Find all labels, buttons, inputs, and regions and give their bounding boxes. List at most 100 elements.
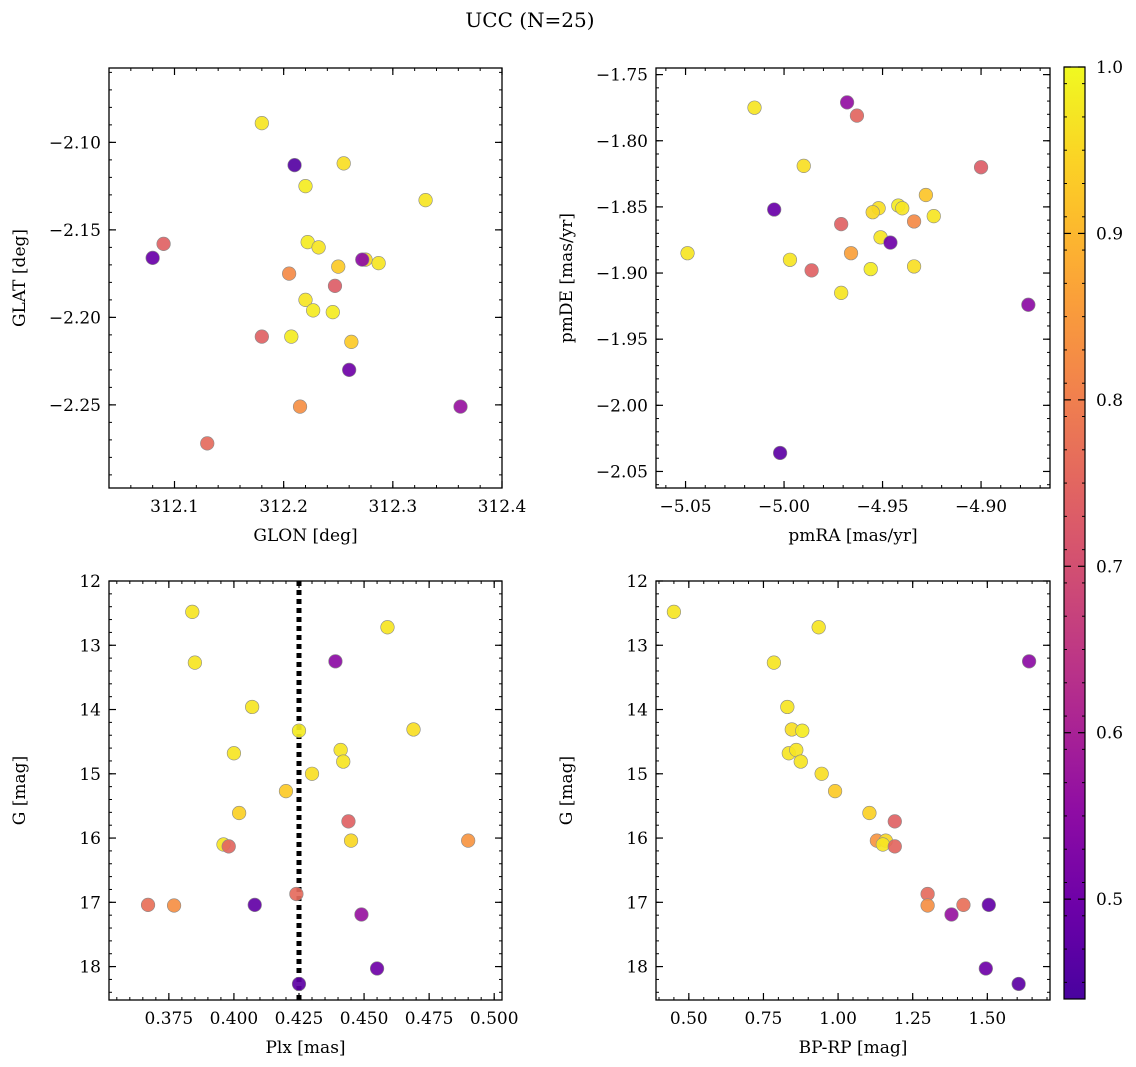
y-tick-label: 15 xyxy=(79,765,101,785)
y-tick-label: 17 xyxy=(626,893,648,913)
y-axis-label: G [mag] xyxy=(10,756,30,825)
data-point xyxy=(796,158,811,173)
colorbar-tick-label: 0.9 xyxy=(1096,224,1123,244)
y-tick-label: −2.25 xyxy=(49,396,101,416)
data-point xyxy=(369,961,385,976)
data-point xyxy=(849,108,865,123)
data-point xyxy=(354,907,369,922)
data-point xyxy=(282,266,297,281)
data-point xyxy=(185,604,200,619)
data-point xyxy=(254,329,269,344)
data-points xyxy=(680,95,1036,461)
data-point xyxy=(865,205,880,220)
y-tick-label: 17 xyxy=(79,893,101,913)
data-point xyxy=(380,620,395,635)
data-point xyxy=(221,839,236,854)
data-points xyxy=(140,604,476,992)
data-point xyxy=(981,897,996,912)
y-tick-label: −2.15 xyxy=(49,221,101,241)
data-point xyxy=(956,897,971,912)
data-point xyxy=(795,723,810,738)
data-point xyxy=(773,445,788,461)
y-tick-label: 13 xyxy=(626,636,648,656)
data-point xyxy=(341,814,356,829)
x-tick-label: 312.1 xyxy=(150,497,199,517)
colorbar-tick-label: 0.8 xyxy=(1096,391,1123,411)
data-point xyxy=(780,699,795,715)
y-tick-label: 16 xyxy=(626,829,648,849)
x-tick-label: 0.425 xyxy=(275,1009,324,1029)
data-point xyxy=(918,187,933,203)
x-tick-label: 0.75 xyxy=(745,1009,783,1029)
data-point xyxy=(920,898,935,913)
data-point xyxy=(680,246,695,261)
data-point xyxy=(292,399,308,414)
y-tick-label: 14 xyxy=(79,701,101,721)
x-tick-label: 1.50 xyxy=(968,1009,1006,1029)
y-tick-label: −1.85 xyxy=(596,198,648,218)
data-point xyxy=(306,303,321,318)
data-point xyxy=(406,722,421,737)
data-point xyxy=(311,240,326,255)
y-tick-label: 16 xyxy=(79,829,101,849)
data-point xyxy=(284,329,299,344)
data-point xyxy=(371,256,386,271)
data-point xyxy=(1022,654,1037,669)
x-tick-label: 312.2 xyxy=(259,497,308,517)
data-point xyxy=(166,898,182,913)
axes-frame xyxy=(655,67,1051,489)
colorbar-tick-label: 0.6 xyxy=(1096,724,1123,744)
data-point xyxy=(875,837,890,852)
y-tick-label: −1.75 xyxy=(596,66,648,86)
data-point xyxy=(814,766,829,781)
x-tick-label: 1.00 xyxy=(819,1009,857,1029)
data-point xyxy=(200,436,215,451)
minor-ticks xyxy=(656,580,1050,1000)
y-tick-label: −1.80 xyxy=(596,132,648,152)
data-point xyxy=(843,246,859,261)
data-point xyxy=(287,158,302,173)
x-axis-label: GLON [deg] xyxy=(253,526,357,546)
data-point xyxy=(767,202,782,217)
data-point xyxy=(804,263,819,278)
x-tick-label: 0.450 xyxy=(340,1009,389,1029)
y-tick-label: 15 xyxy=(626,765,648,785)
data-point xyxy=(887,814,902,829)
data-point xyxy=(834,216,849,232)
y-tick-label: 13 xyxy=(79,636,101,656)
data-point xyxy=(1021,297,1036,312)
x-axis-label: pmRA [mas/yr] xyxy=(788,526,917,546)
data-point xyxy=(232,805,247,821)
y-tick-label: −2.05 xyxy=(596,462,648,482)
y-tick-label: 18 xyxy=(79,958,101,978)
data-point xyxy=(343,833,359,848)
data-point xyxy=(355,252,370,267)
panels: 312.1 312.2 312.3 312.4 −2.10 −2.15 −2.20 −2.25… xyxy=(10,66,1051,1058)
data-point xyxy=(278,784,294,799)
colorbar-gradient xyxy=(1063,66,1086,1000)
x-tick-label: 1.25 xyxy=(894,1009,932,1029)
x-tick-label: −5.05 xyxy=(659,497,711,517)
x-tick-label: 0.475 xyxy=(405,1009,454,1029)
data-point xyxy=(298,292,313,307)
y-tick-label: 18 xyxy=(626,958,648,978)
data-point xyxy=(226,746,242,761)
y-tick-label: −1.95 xyxy=(596,330,648,350)
x-tick-label: −5.00 xyxy=(758,497,810,517)
colorbar: 0.5 0.6 0.7 0.8 0.9 1.0 xyxy=(1063,58,1123,1000)
x-tick-label: 312.4 xyxy=(478,497,527,517)
minor-ticks xyxy=(108,68,503,488)
x-tick-label: 0.375 xyxy=(145,1009,194,1029)
data-point xyxy=(944,907,959,922)
panel-parallax-mag: 0.375 0.400 0.425 0.450 0.475 0.500 12 13 14 15 16… xyxy=(10,572,519,1058)
data-point xyxy=(298,179,313,194)
panel-spatial: 312.1 312.2 312.3 312.4 −2.10 −2.15 −2.20 −2.25… xyxy=(10,67,527,546)
data-point xyxy=(418,193,433,208)
data-point xyxy=(926,209,941,224)
y-tick-label: −2.10 xyxy=(49,133,101,153)
data-point xyxy=(453,399,468,414)
data-point xyxy=(156,236,171,251)
figure-title: UCC (N=25) xyxy=(465,8,594,32)
data-point xyxy=(766,655,782,670)
